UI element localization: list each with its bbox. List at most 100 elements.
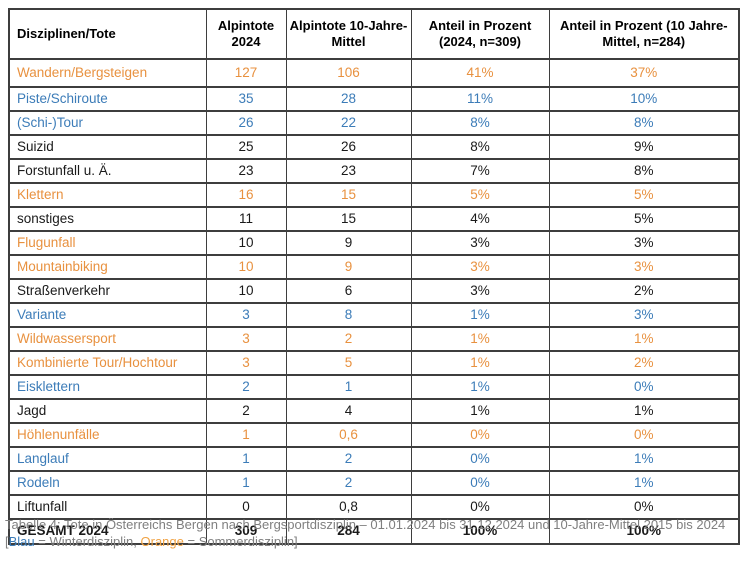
discipline-label: Rodeln [8,470,207,496]
value-cell: 0% [410,446,550,472]
value-cell: 7% [410,158,550,184]
value-cell: 4% [410,206,550,232]
value-cell: 9% [548,134,740,160]
value-cell: 1% [548,326,740,352]
value-cell: 8 [285,302,412,328]
table-row: Rodeln 1 2 0% 1% [8,470,740,496]
value-cell: 3% [548,254,740,280]
value-cell: 35 [205,86,287,112]
table-row: Piste/Schiroute 35 28 11% 10% [8,86,740,112]
value-cell: 23 [285,158,412,184]
value-cell: 25 [205,134,287,160]
value-cell: 1% [548,398,740,424]
discipline-label: Flugunfall [8,230,207,256]
value-cell: 1% [548,446,740,472]
discipline-label: Höhlenunfälle [8,422,207,448]
value-cell: 5% [410,182,550,208]
value-cell: 3 [205,350,287,376]
discipline-label: Eisklettern [8,374,207,400]
discipline-label: Kombinierte Tour/Hochtour [8,350,207,376]
value-cell: 0% [410,470,550,496]
value-cell: 100% [548,518,740,545]
value-cell: 10% [548,86,740,112]
value-cell: 8% [410,110,550,136]
table-row: Mountainbiking 10 9 3% 3% [8,254,740,280]
value-cell: 1% [410,326,550,352]
total-row: GESAMT 2024 309 284 100% 100% [8,518,740,545]
value-cell: 16 [205,182,287,208]
column-header-anteil-2024: Anteil in Prozent (2024, n=309) [410,8,550,60]
caption-keyword-orange: Orange [140,534,184,550]
value-cell: 10 [205,278,287,304]
table-header: Disziplinen/Tote Alpintote 2024 Alpintot… [8,8,740,60]
table-row: sonstiges 11 15 4% 5% [8,206,740,232]
discipline-label: sonstiges [8,206,207,232]
value-cell: 8% [548,110,740,136]
value-cell: 1% [410,398,550,424]
value-cell: 28 [285,86,412,112]
discipline-label: Langlauf [8,446,207,472]
value-cell: 1% [410,302,550,328]
value-cell: 0% [410,494,550,520]
value-cell: 0% [548,422,740,448]
value-cell: 2 [285,470,412,496]
table-row: Kombinierte Tour/Hochtour 3 5 1% 2% [8,350,740,376]
value-cell: 1 [285,374,412,400]
value-cell: 11 [205,206,287,232]
value-cell: 10 [205,230,287,256]
discipline-label: Piste/Schiroute [8,86,207,112]
table-body: Wandern/Bergsteigen 127 106 41% 37% Piste/Sch… [8,58,740,545]
discipline-label: Jagd [8,398,207,424]
table-row: Jagd 2 4 1% 1% [8,398,740,424]
value-cell: 37% [548,58,740,88]
discipline-label: Forstunfall u. Ä. [8,158,207,184]
value-cell: 5% [548,206,740,232]
value-cell: 100% [410,518,550,545]
discipline-label: (Schi-)Tour [8,110,207,136]
caption-keyword-blau: Blau [8,534,35,550]
table-row: Klettern 16 15 5% 5% [8,182,740,208]
table-row: Wildwassersport 3 2 1% 1% [8,326,740,352]
table-row: Flugunfall 10 9 3% 3% [8,230,740,256]
table-row: Höhlenunfälle 1 0,6 0% 0% [8,422,740,448]
table-row: Wandern/Bergsteigen 127 106 41% 37% [8,58,740,88]
column-header-alpintote-2024: Alpintote 2024 [205,8,287,60]
value-cell: 3% [410,278,550,304]
caption-text: = Sommerdisziplin] [183,534,298,550]
value-cell: 23 [205,158,287,184]
value-cell: 1 [205,446,287,472]
value-cell: 0% [548,494,740,520]
value-cell: 1 [205,470,287,496]
value-cell: 1% [410,350,550,376]
value-cell: 106 [285,58,412,88]
table-row: Eisklettern 2 1 1% 0% [8,374,740,400]
table-row: Forstunfall u. Ä. 23 23 7% 8% [8,158,740,184]
value-cell: 5% [548,182,740,208]
value-cell: 4 [285,398,412,424]
value-cell: 3% [410,230,550,256]
table-row: Langlauf 1 2 0% 1% [8,446,740,472]
value-cell: 1% [548,470,740,496]
value-cell: 2 [285,446,412,472]
value-cell: 9 [285,230,412,256]
value-cell: 0% [410,422,550,448]
value-cell: 5 [285,350,412,376]
value-cell: 2 [205,398,287,424]
value-cell: 3% [548,302,740,328]
value-cell: 3 [205,302,287,328]
value-cell: 22 [285,110,412,136]
column-header-anteil-10-jahre: Anteil in Prozent (10 Jahre-Mittel, n=28… [548,8,740,60]
discipline-label: GESAMT 2024 [8,518,207,545]
value-cell: 9 [285,254,412,280]
value-cell: 26 [205,110,287,136]
value-cell: 8% [410,134,550,160]
value-cell: 10 [205,254,287,280]
table-row: Straßenverkehr 10 6 3% 2% [8,278,740,304]
discipline-label: Straßenverkehr [8,278,207,304]
discipline-label: Liftunfall [8,494,207,520]
discipline-label: Suizid [8,134,207,160]
value-cell: 309 [205,518,287,545]
column-header-alpintote-10-jahre: Alpintote 10-Jahre-Mittel [285,8,412,60]
discipline-label: Variante [8,302,207,328]
